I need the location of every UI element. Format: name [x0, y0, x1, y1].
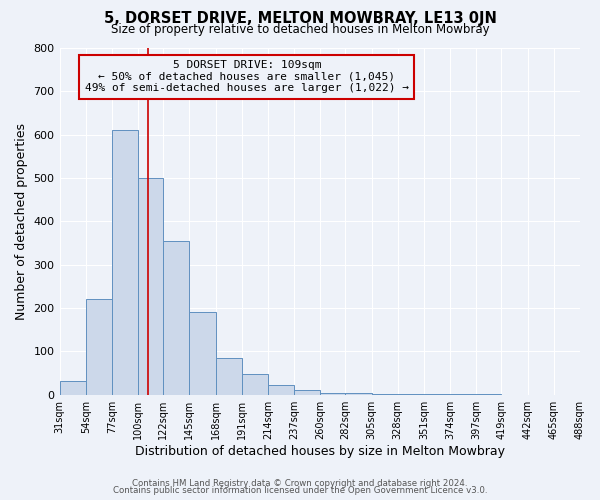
Bar: [215, 358, 242, 395]
Text: 5, DORSET DRIVE, MELTON MOWBRAY, LE13 0JN: 5, DORSET DRIVE, MELTON MOWBRAY, LE13 0J…: [104, 11, 496, 26]
Bar: [138, 178, 163, 394]
Text: 5 DORSET DRIVE: 109sqm
← 50% of detached houses are smaller (1,045)
49% of semi-: 5 DORSET DRIVE: 109sqm ← 50% of detached…: [85, 60, 409, 94]
Y-axis label: Number of detached properties: Number of detached properties: [15, 123, 28, 320]
Text: Contains public sector information licensed under the Open Government Licence v3: Contains public sector information licen…: [113, 486, 487, 495]
Text: Size of property relative to detached houses in Melton Mowbray: Size of property relative to detached ho…: [110, 22, 490, 36]
Bar: [242, 374, 268, 394]
Bar: [163, 241, 190, 394]
X-axis label: Distribution of detached houses by size in Melton Mowbray: Distribution of detached houses by size …: [135, 444, 505, 458]
Bar: [268, 385, 294, 394]
Bar: [294, 390, 320, 394]
Bar: [59, 381, 86, 394]
Text: Contains HM Land Registry data © Crown copyright and database right 2024.: Contains HM Land Registry data © Crown c…: [132, 478, 468, 488]
Bar: [112, 130, 138, 394]
Bar: [190, 312, 215, 394]
Bar: [320, 392, 346, 394]
Bar: [86, 300, 112, 394]
